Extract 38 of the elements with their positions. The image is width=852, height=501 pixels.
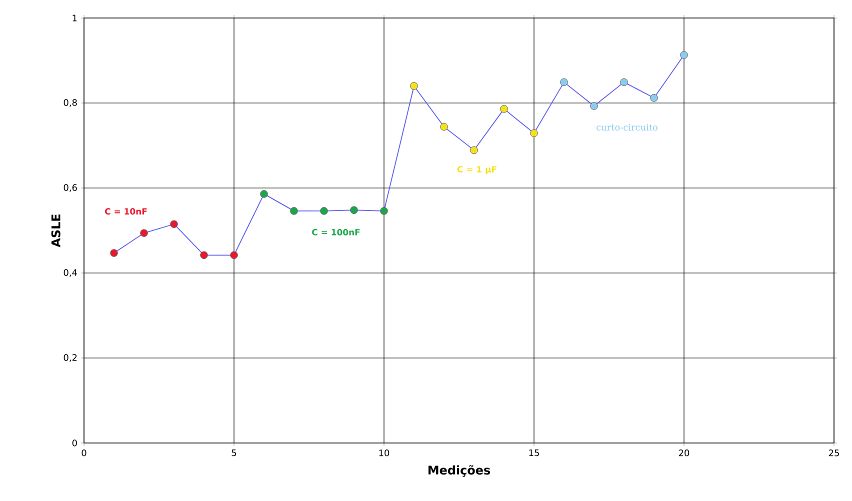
point — [470, 146, 478, 154]
series-label: curto-circuito — [596, 124, 658, 131]
point — [350, 206, 358, 214]
x-tick-label: 0 — [82, 450, 86, 456]
y-tick-label: 0,8 — [64, 99, 77, 107]
point — [680, 51, 688, 59]
point — [410, 82, 418, 90]
x-tick-label: 15 — [529, 450, 539, 456]
point — [440, 122, 448, 131]
x-tick-label: 5 — [232, 450, 236, 456]
y-axis-title: ASLE — [51, 214, 60, 248]
y-tick-label: 0,2 — [64, 354, 77, 362]
point — [380, 207, 388, 215]
point — [170, 220, 178, 228]
point — [500, 105, 508, 113]
point — [110, 249, 118, 257]
y-tick-label: 0,4 — [64, 269, 77, 277]
point — [230, 251, 238, 259]
series-label: C = 100nF — [312, 229, 360, 236]
series-label: C = 10nF — [105, 208, 147, 215]
point — [200, 251, 208, 259]
point — [620, 78, 628, 86]
point — [260, 190, 268, 198]
point — [140, 229, 148, 237]
point — [530, 129, 538, 138]
x-tick-label: 10 — [379, 450, 390, 456]
point — [320, 207, 328, 215]
point — [290, 207, 298, 215]
y-tick-label: 0 — [72, 440, 77, 446]
x-axis-title: Medições — [428, 465, 490, 477]
point — [560, 78, 568, 86]
point — [590, 102, 598, 110]
x-tick-label: 20 — [678, 450, 690, 456]
y-tick-label: 0,6 — [64, 184, 77, 192]
point — [650, 94, 658, 102]
y-tick-label: 1 — [72, 14, 77, 22]
x-tick-label: 25 — [828, 450, 839, 456]
series-label: C = 1 µF — [457, 166, 496, 174]
